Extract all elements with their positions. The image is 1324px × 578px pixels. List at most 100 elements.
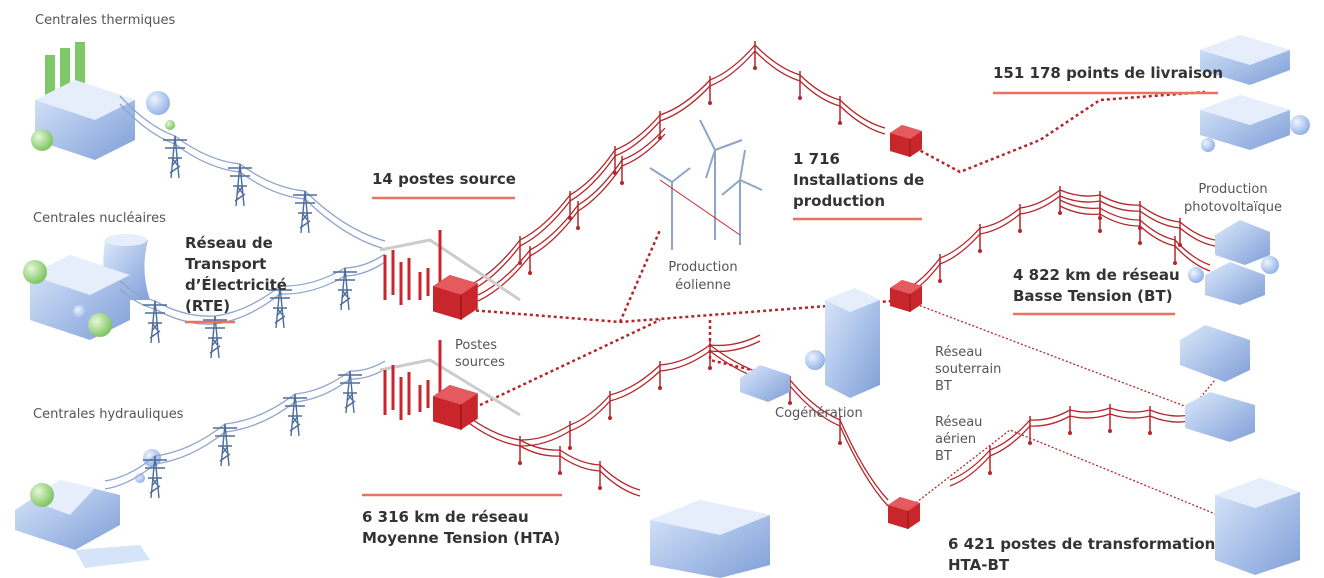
nuclear-plant-part — [30, 255, 130, 295]
thermal-plant-part — [146, 91, 170, 115]
plant-label: Centrales hydrauliques — [33, 407, 184, 422]
label: Installations de — [793, 171, 924, 189]
red-pole-foot — [558, 471, 562, 475]
label: 4 822 km de réseau — [1013, 266, 1180, 284]
source-substations-part — [379, 238, 521, 302]
label: 151 178 points de livraison — [993, 64, 1223, 82]
label: aérien — [935, 432, 976, 447]
underground-cable — [1189, 379, 1216, 411]
pylon — [142, 300, 168, 344]
red-transformers-part — [889, 124, 923, 158]
label: HTA-BT — [948, 556, 1010, 574]
label: Production — [668, 260, 737, 275]
label: éolienne — [675, 278, 731, 293]
label: (RTE) — [185, 297, 230, 315]
source-substations-part — [379, 358, 521, 417]
buildings-part — [1215, 220, 1270, 265]
underground-cable — [618, 229, 662, 323]
buildings-part — [1205, 262, 1265, 305]
red-pole-foot — [708, 101, 712, 105]
buildings-part — [1201, 138, 1215, 152]
label: BT — [935, 379, 952, 394]
red-pole-foot — [1028, 441, 1032, 445]
label: Moyenne Tension (HTA) — [362, 529, 560, 547]
wind-turbines-part — [649, 167, 691, 250]
transmission-lines — [104, 95, 386, 499]
label: Réseau — [935, 345, 982, 360]
thermal-plant-part — [165, 120, 175, 130]
red-pole-foot — [568, 446, 572, 450]
label: Cogénération — [775, 406, 863, 421]
source-substations-part — [432, 274, 479, 321]
thermal-plant-part — [31, 129, 53, 151]
nuclear-plant-part — [88, 313, 112, 337]
underground-cable — [708, 320, 761, 374]
red-cable — [469, 44, 886, 286]
nuclear-plant-part — [73, 305, 87, 319]
label: sources — [455, 355, 505, 370]
plant-label: Centrales thermiques — [35, 13, 175, 28]
buildings-part — [1261, 256, 1279, 274]
red-pole-foot — [1138, 241, 1142, 245]
red-pole-foot — [576, 226, 580, 230]
blue-cable — [104, 360, 386, 482]
red-pole-foot — [938, 279, 942, 283]
hydro-plant-part — [75, 545, 150, 568]
red-pole-foot — [658, 386, 662, 390]
red-cable — [519, 445, 641, 497]
buildings-part — [1200, 35, 1290, 65]
label: 6 421 postes de transformation — [948, 535, 1215, 553]
red-cable — [477, 127, 666, 296]
red-pole-foot — [1148, 431, 1152, 435]
buildings-part — [1290, 115, 1310, 135]
nuclear-plant-part — [23, 260, 47, 284]
wind-turbines-part — [659, 179, 741, 236]
red-pole-foot — [620, 181, 624, 185]
hydro-plant-part — [135, 473, 145, 483]
red-pole-foot — [798, 96, 802, 100]
red-pole-foot — [978, 249, 982, 253]
thermal-plant-part — [60, 48, 70, 93]
plant-label: Centrales nucléaires — [33, 211, 166, 226]
red-transformers-part — [889, 279, 923, 313]
labels: Centrales thermiques Centrales nucléaire… — [33, 13, 1282, 574]
buildings — [650, 35, 1310, 578]
red-pole-foot — [1018, 229, 1022, 233]
label: photovoltaïque — [1184, 200, 1282, 215]
red-pole-foot — [1173, 261, 1177, 265]
label: Postes — [455, 338, 497, 353]
label: Basse Tension (BT) — [1013, 287, 1173, 305]
hydro-plant-part — [30, 480, 95, 515]
red-pole-foot — [1108, 429, 1112, 433]
underground-cable — [899, 429, 1231, 521]
red-cable — [469, 50, 886, 292]
underground-cable — [909, 90, 1206, 174]
label: Réseau de — [185, 234, 273, 252]
buildings-part — [1188, 267, 1204, 283]
source-substations — [379, 230, 521, 431]
wind-turbines-part — [721, 149, 763, 245]
hydro-plant-part — [30, 483, 54, 507]
red-pole-foot — [988, 471, 992, 475]
blue-cable — [119, 253, 386, 317]
label: 1 716 — [793, 150, 840, 168]
red-cable — [519, 439, 641, 491]
source-substations-part — [432, 384, 479, 431]
buildings-part — [1200, 95, 1290, 125]
source-substations-part — [383, 340, 442, 420]
label: production — [793, 192, 885, 210]
red-pole-foot — [708, 366, 712, 370]
blue-cable — [119, 261, 386, 325]
buildings-part — [1180, 325, 1250, 382]
buildings-part — [1215, 478, 1300, 508]
red-pole-foot — [753, 66, 757, 70]
buildings-part — [825, 288, 880, 398]
red-pole-foot — [608, 416, 612, 420]
label: Production — [1198, 182, 1267, 197]
pylon — [332, 267, 358, 311]
buildings-part — [1215, 478, 1300, 575]
wind-turbines-part — [699, 119, 743, 240]
thermal-plant-part — [35, 80, 135, 120]
red-cable — [1059, 205, 1211, 272]
